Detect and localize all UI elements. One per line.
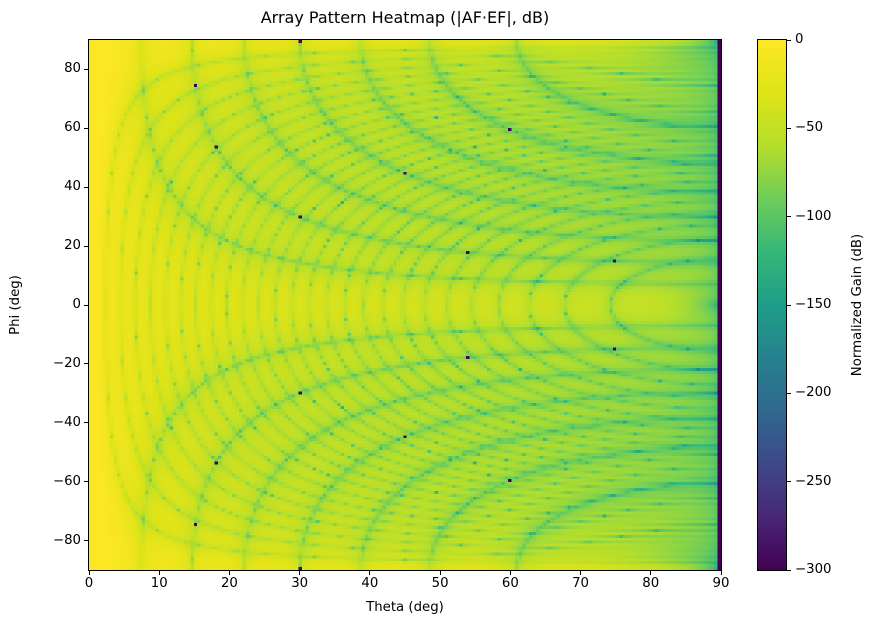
y-tick-label: −40 — [52, 414, 81, 430]
colorbar-tick-mark — [787, 216, 791, 218]
y-tick-label: −20 — [52, 355, 81, 371]
y-tick-mark — [84, 540, 88, 542]
y-axis-label: Phi (deg) — [8, 275, 23, 335]
x-tick-label: 90 — [712, 576, 730, 591]
y-tick-mark — [84, 68, 88, 70]
x-axis-label: Theta (deg) — [366, 600, 444, 615]
x-tick-mark — [299, 571, 301, 575]
y-tick-mark — [84, 363, 88, 365]
x-tick-label: 10 — [150, 576, 168, 591]
y-tick-mark — [84, 481, 88, 483]
x-tick-label: 80 — [642, 576, 660, 591]
y-tick-mark — [84, 304, 88, 306]
y-tick-mark — [84, 127, 88, 129]
colorbar-tick-label: −250 — [795, 473, 832, 489]
colorbar-tick-mark — [787, 392, 791, 394]
y-tick-label: 40 — [64, 179, 81, 195]
colorbar — [757, 39, 787, 571]
x-tick-mark — [369, 571, 371, 575]
x-tick-mark — [439, 571, 441, 575]
colorbar-tick-label: 0 — [795, 32, 804, 47]
colorbar-tick-label: −200 — [795, 385, 832, 401]
x-tick-label: 30 — [291, 576, 309, 591]
y-tick-label: −80 — [52, 532, 81, 548]
x-tick-mark — [158, 571, 160, 575]
colorbar-tick-mark — [787, 569, 791, 571]
y-tick-mark — [84, 422, 88, 424]
y-tick-label: −60 — [52, 473, 81, 489]
colorbar-tick-label: −300 — [795, 562, 832, 577]
colorbar-tick-mark — [787, 39, 791, 41]
heatmap-image — [89, 40, 721, 570]
y-tick-label: 80 — [64, 61, 81, 77]
x-tick-mark — [650, 571, 652, 575]
x-tick-label: 60 — [501, 576, 519, 591]
colorbar-tick-label: −150 — [795, 297, 832, 312]
y-tick-mark — [84, 186, 88, 188]
chart-title: Array Pattern Heatmap (|AF·EF|, dB) — [260, 8, 550, 27]
x-tick-label: 70 — [572, 576, 589, 591]
x-tick-label: 20 — [220, 576, 238, 591]
y-tick-label: 20 — [64, 238, 81, 254]
x-tick-mark — [509, 571, 511, 575]
y-tick-label: 60 — [64, 120, 81, 136]
plot-area — [88, 39, 722, 571]
colorbar-tick-mark — [787, 127, 791, 129]
x-tick-mark — [580, 571, 582, 575]
y-tick-mark — [84, 245, 88, 247]
x-tick-label: 40 — [361, 576, 379, 591]
x-tick-mark — [228, 571, 230, 575]
x-tick-label: 0 — [84, 576, 94, 591]
colorbar-tick-label: −100 — [795, 208, 832, 224]
y-tick-label: 0 — [72, 297, 81, 312]
x-tick-mark — [720, 571, 722, 575]
colorbar-tick-mark — [787, 481, 791, 483]
colorbar-tick-mark — [787, 304, 791, 306]
x-tick-mark — [88, 571, 90, 575]
colorbar-gradient — [758, 40, 786, 570]
colorbar-tick-label: −50 — [795, 120, 824, 136]
x-tick-label: 50 — [431, 576, 449, 591]
